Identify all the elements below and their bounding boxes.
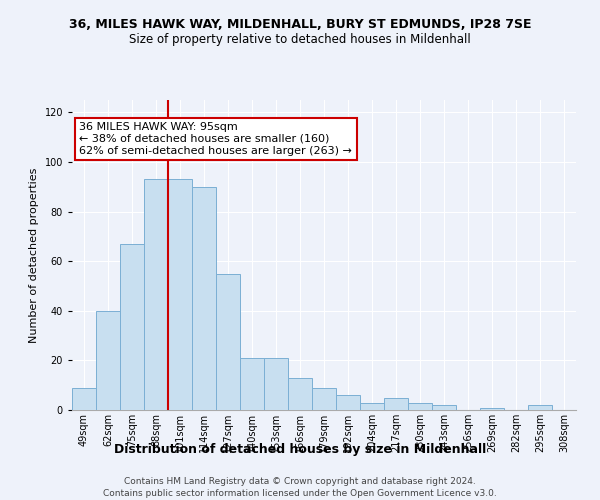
Y-axis label: Number of detached properties: Number of detached properties [29,168,39,342]
Text: Contains public sector information licensed under the Open Government Licence v3: Contains public sector information licen… [103,489,497,498]
Bar [144,180,168,410]
Bar [96,311,120,410]
Bar [240,358,264,410]
Text: Contains HM Land Registry data © Crown copyright and database right 2024.: Contains HM Land Registry data © Crown c… [124,478,476,486]
Bar [480,408,504,410]
Text: 36 MILES HAWK WAY: 95sqm
← 38% of detached houses are smaller (160)
62% of semi-: 36 MILES HAWK WAY: 95sqm ← 38% of detach… [79,122,352,156]
Bar [192,187,216,410]
Text: Size of property relative to detached houses in Mildenhall: Size of property relative to detached ho… [129,32,471,46]
Text: Distribution of detached houses by size in Mildenhall: Distribution of detached houses by size … [114,442,486,456]
Bar [264,358,288,410]
Bar [288,378,312,410]
Bar [336,395,360,410]
Bar [432,405,456,410]
Bar [408,402,432,410]
Bar [216,274,240,410]
Text: 36, MILES HAWK WAY, MILDENHALL, BURY ST EDMUNDS, IP28 7SE: 36, MILES HAWK WAY, MILDENHALL, BURY ST … [69,18,531,30]
Bar [384,398,408,410]
Bar [72,388,96,410]
Bar [312,388,336,410]
Bar [528,405,552,410]
Bar [120,244,144,410]
Bar [360,402,384,410]
Bar [168,180,192,410]
